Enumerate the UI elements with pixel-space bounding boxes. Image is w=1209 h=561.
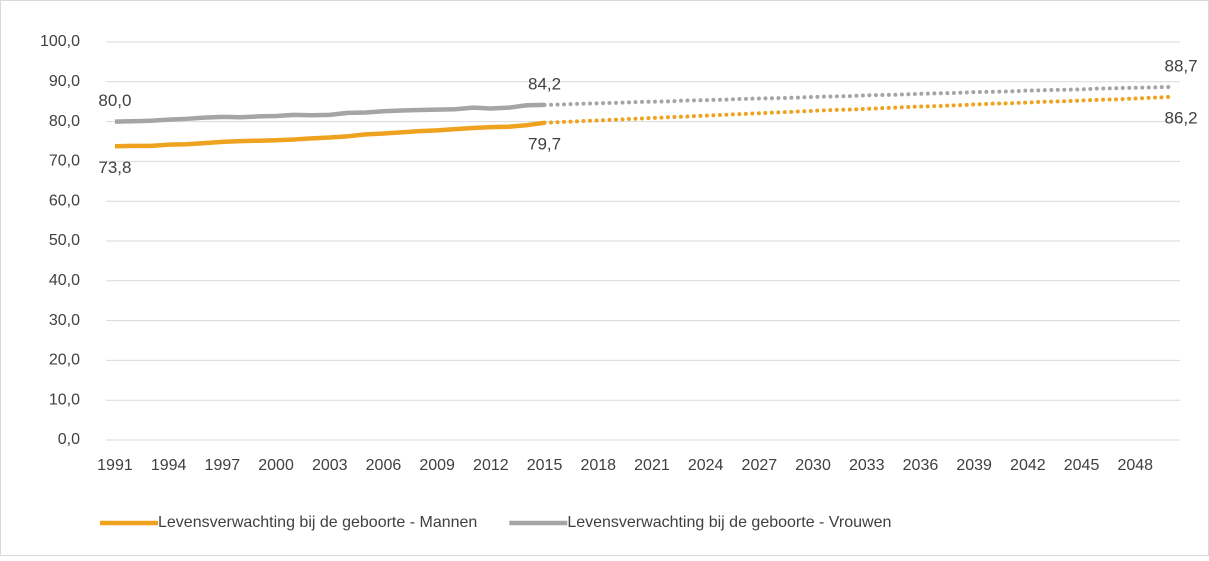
data-label: 73,8: [98, 158, 131, 177]
y-tick-label: 10,0: [49, 391, 80, 408]
y-tick-label: 40,0: [49, 272, 80, 289]
y-tick-label: 100,0: [40, 33, 80, 50]
y-tick-label: 70,0: [49, 153, 80, 170]
data-label: 79,7: [528, 134, 561, 153]
legend-label: Levensverwachting bij de geboorte - Vrou…: [567, 514, 891, 531]
x-tick-label: 2048: [1117, 457, 1153, 474]
x-tick-label: 2027: [742, 457, 778, 474]
x-tick-label: 2042: [1010, 457, 1046, 474]
x-tick-label: 1997: [205, 457, 241, 474]
x-tick-label: 2033: [849, 457, 885, 474]
x-tick-label: 2036: [903, 457, 939, 474]
y-tick-label: 50,0: [49, 232, 80, 249]
x-tick-label: 1994: [151, 457, 187, 474]
series-projection: [542, 94, 1174, 125]
series-line: [114, 120, 545, 149]
y-tick-label: 30,0: [49, 312, 80, 329]
data-label: 84,2: [528, 74, 561, 93]
x-tick-label: 2030: [795, 457, 831, 474]
x-tick-label: 2006: [366, 457, 402, 474]
x-tick-label: 1991: [97, 457, 133, 474]
data-label: 80,0: [98, 91, 131, 110]
y-tick-label: 80,0: [49, 113, 80, 130]
y-tick-label: 90,0: [49, 73, 80, 90]
legend-label: Levensverwachting bij de geboorte - Mann…: [158, 514, 477, 531]
x-tick-label: 2024: [688, 457, 724, 474]
x-tick-label: 2000: [258, 457, 294, 474]
y-tick-label: 60,0: [49, 192, 80, 209]
x-tick-label: 2003: [312, 457, 348, 474]
x-tick-label: 2012: [473, 457, 509, 474]
series-line: [114, 102, 545, 124]
data-label: 86,2: [1165, 108, 1198, 127]
x-tick-label: 2018: [580, 457, 616, 474]
x-tick-label: 2015: [527, 457, 563, 474]
x-tick-label: 2039: [956, 457, 992, 474]
series-projection: [542, 84, 1174, 107]
y-tick-label: 0,0: [58, 431, 80, 448]
data-label: 88,7: [1165, 56, 1198, 75]
y-tick-label: 20,0: [49, 352, 80, 369]
x-tick-label: 2009: [419, 457, 455, 474]
x-tick-label: 2045: [1064, 457, 1100, 474]
x-tick-label: 2021: [634, 457, 670, 474]
